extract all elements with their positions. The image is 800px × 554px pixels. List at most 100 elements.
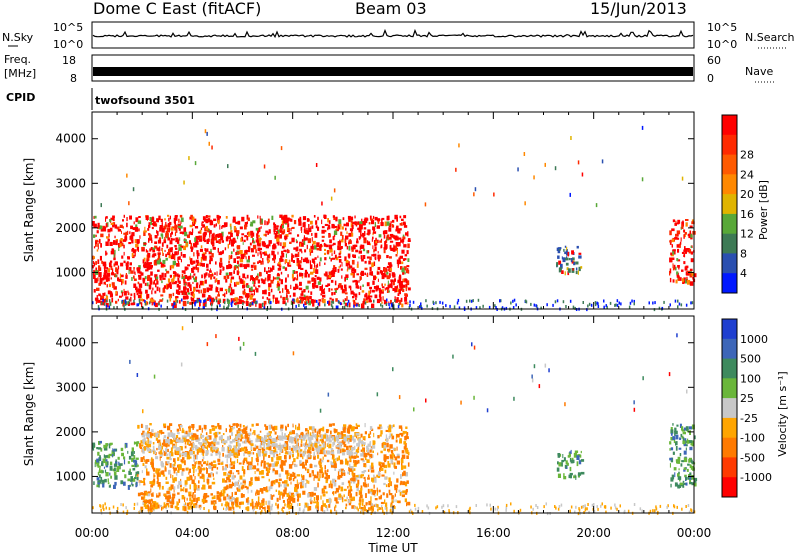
power-speckle — [569, 299, 572, 303]
power-speckle — [144, 302, 147, 306]
velocity-cell — [334, 491, 337, 494]
power-cell — [162, 259, 166, 264]
velocity-cell — [243, 457, 246, 463]
power-cell — [171, 249, 173, 253]
power-cell — [177, 278, 180, 283]
power-cell — [338, 244, 341, 250]
power-cell — [99, 274, 101, 280]
velocity-cell — [228, 506, 232, 511]
power-cell — [305, 298, 307, 303]
velocity-cell — [264, 450, 268, 455]
velocity-cell — [96, 477, 100, 481]
power-cell — [387, 268, 389, 272]
velocity-cell — [206, 467, 207, 470]
velocity-cell — [113, 463, 118, 467]
velocity-cell — [325, 438, 328, 442]
velocity-cell — [98, 479, 100, 482]
velocity-cell — [270, 438, 272, 442]
power-cell — [275, 230, 278, 235]
power-cell — [397, 264, 399, 268]
power-cell — [363, 237, 366, 240]
power-cell — [291, 214, 294, 218]
velocity-cell — [224, 440, 227, 444]
velocity-speckle — [497, 505, 499, 509]
power-cell — [234, 238, 236, 242]
velocity-cell — [311, 491, 314, 497]
power-cell — [191, 228, 194, 234]
power-speckle — [475, 306, 478, 310]
power-cell — [324, 262, 326, 265]
power-speckle — [340, 302, 342, 306]
power-cell — [105, 275, 109, 280]
power-cell — [377, 251, 379, 254]
velocity-cell — [286, 474, 288, 480]
power-cell — [255, 286, 257, 290]
velocity-cell — [258, 490, 260, 494]
power-cell — [191, 268, 194, 272]
velocity-speckle — [421, 510, 424, 513]
power-cell — [327, 224, 331, 229]
velocity-cell — [150, 498, 153, 502]
power-cell — [125, 274, 128, 279]
power-cell — [211, 233, 215, 239]
velocity-cell — [310, 500, 313, 504]
power-cell — [180, 217, 184, 223]
velocity-cell — [147, 439, 150, 443]
power-cell — [177, 250, 179, 255]
power-cell — [252, 298, 256, 304]
power-cell — [348, 216, 351, 222]
power-cell — [278, 261, 281, 265]
power-cell — [98, 238, 101, 244]
power-cell — [218, 239, 221, 244]
power-cell — [330, 258, 332, 262]
velocity-cell — [254, 476, 258, 480]
power-cell — [103, 277, 106, 280]
velocity-cell — [169, 451, 172, 454]
velocity-cell — [170, 452, 174, 457]
power-cell — [191, 247, 194, 250]
power-cell — [400, 266, 403, 269]
velocity-cell — [280, 468, 284, 472]
power-cell — [364, 260, 367, 264]
velocity-cell — [278, 473, 282, 478]
velocity-cell — [218, 436, 222, 441]
velocity-cell — [328, 443, 332, 449]
power-cell — [283, 249, 287, 252]
velocity-cell — [227, 495, 231, 500]
velocity-cell — [234, 481, 239, 486]
power-cell — [669, 240, 672, 243]
power-cell — [314, 275, 317, 277]
velocity-cell — [208, 435, 212, 440]
power-cell — [158, 215, 161, 221]
velocity-cell — [141, 434, 146, 438]
power-cell — [156, 260, 160, 265]
power-cell — [208, 218, 211, 223]
velocity-speckle — [151, 504, 153, 508]
power-cell — [166, 270, 170, 274]
power-cell — [308, 224, 310, 228]
freq-label: Freq. — [4, 53, 31, 66]
velocity-cell — [316, 431, 319, 437]
velocity-cell — [279, 448, 283, 453]
velocity-cell — [393, 496, 395, 499]
power-speckle — [601, 159, 604, 164]
power-cell — [344, 238, 347, 244]
velocity-cell — [184, 452, 187, 457]
station-title: Dome C East (fitACF) — [93, 0, 261, 18]
power-cell — [159, 276, 162, 281]
power-cell — [162, 288, 166, 293]
power-speckle — [153, 302, 156, 306]
power-cell — [238, 298, 240, 302]
power-cell — [267, 254, 270, 259]
power-speckle — [441, 301, 444, 305]
power-cell — [170, 233, 172, 238]
power-cell — [679, 277, 682, 281]
power-cell — [317, 255, 319, 259]
velocity-cell — [346, 445, 349, 451]
velocity-cell — [145, 459, 148, 464]
power-cell — [309, 251, 312, 256]
power-cell — [282, 225, 284, 229]
velocity-cell — [318, 444, 322, 447]
power-ylabel: Slant Range [km] — [22, 158, 36, 262]
velocity-cell — [369, 457, 371, 460]
